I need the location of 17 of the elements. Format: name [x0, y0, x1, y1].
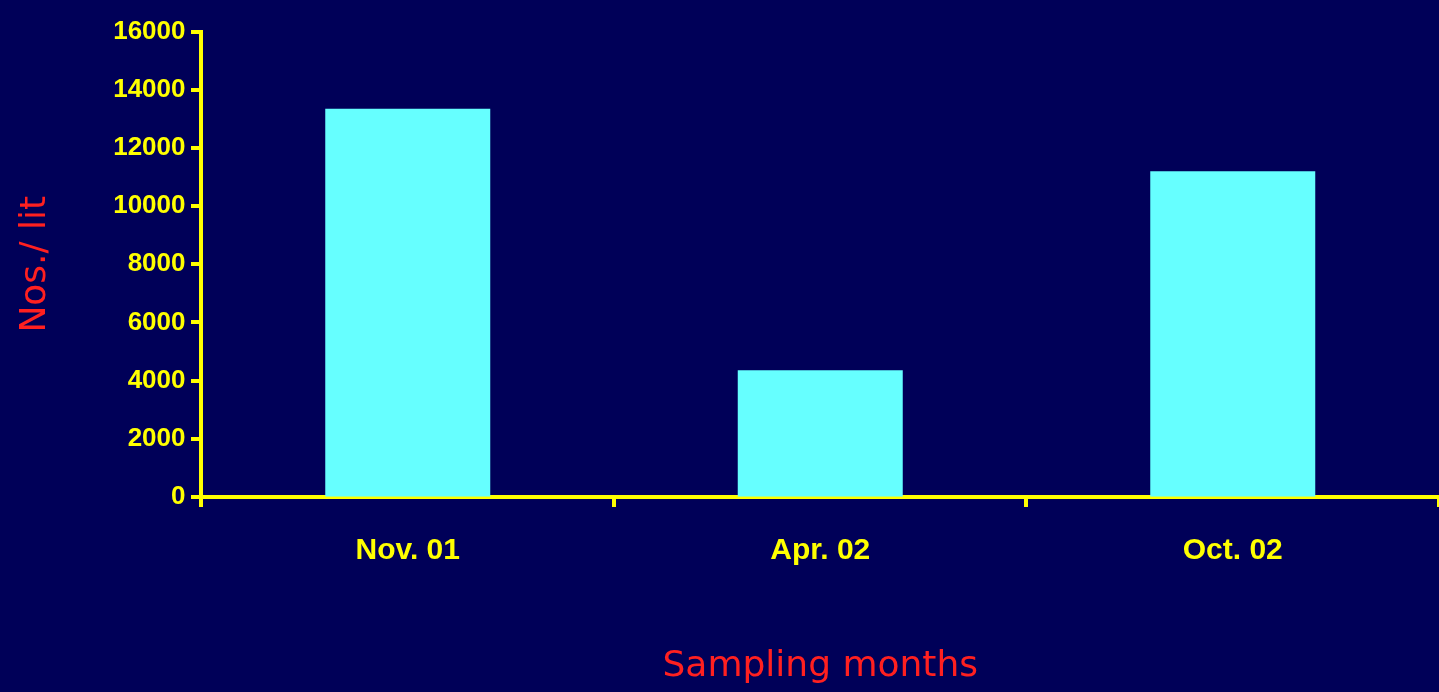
bar: [1150, 171, 1316, 497]
x-tick-label: Apr. 02: [770, 532, 871, 566]
x-tick-label: Nov. 01: [355, 532, 460, 566]
bar: [325, 108, 491, 497]
y-tick-label: 14000: [113, 72, 186, 103]
y-tick-label: 8000: [127, 247, 186, 278]
x-axis-title: Sampling months: [662, 642, 979, 684]
y-tick-label: 4000: [127, 363, 186, 394]
y-tick-label: 16000: [113, 14, 186, 45]
x-tick-label: Oct. 02: [1182, 532, 1283, 566]
y-tick-label: 0: [171, 479, 186, 510]
bar: [737, 370, 903, 497]
y-tick-label: 2000: [127, 421, 186, 452]
y-tick-label: 6000: [127, 305, 186, 336]
y-tick-label: 12000: [113, 131, 186, 162]
y-tick-label: 10000: [113, 189, 186, 220]
y-axis-title: Nos./ lit: [11, 195, 53, 333]
